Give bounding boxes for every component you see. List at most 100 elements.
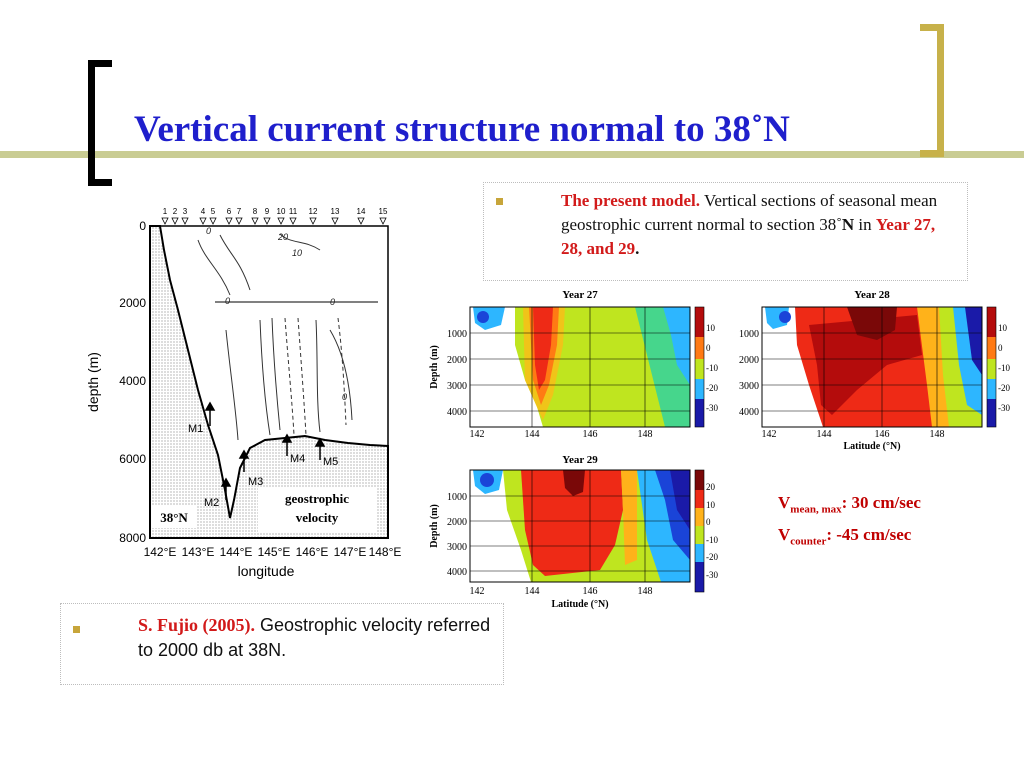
model-text-n: N xyxy=(841,215,855,234)
model-end: . xyxy=(635,239,640,258)
section-label: 38°N xyxy=(160,510,188,525)
marker-label: M2 xyxy=(204,497,219,509)
y-axis-label: Depth (m) xyxy=(429,504,440,548)
title-band xyxy=(0,151,1024,158)
model-years: Year 27, 28, and 29 xyxy=(561,215,936,258)
model-panel-year27: Year 27 1000 2000 3000 4000 Depth (m) 14… xyxy=(429,289,718,440)
colorbar-label: -20 xyxy=(706,552,718,562)
x-tick-label: 142 xyxy=(762,429,777,440)
model-lead: The present model. xyxy=(561,191,700,210)
v-counter: Vcounter: -45 cm/sec xyxy=(778,525,912,548)
colorbar-label: 20 xyxy=(706,482,716,492)
y-tick-label: 4000 xyxy=(447,407,467,418)
x-tick-label: 146 xyxy=(583,429,598,440)
y-tick-label: 2000 xyxy=(447,517,467,528)
station-label: 12 xyxy=(309,207,318,216)
contour-label: 20 xyxy=(277,232,288,242)
x-tick-label: 144 xyxy=(525,429,540,440)
x-axis-label: Latitude (°N) xyxy=(843,441,900,452)
panel-title: Year 28 xyxy=(854,289,890,301)
colorbar-label: 10 xyxy=(706,500,716,510)
bullet-icon xyxy=(496,198,503,205)
y-axis-label: depth (m) xyxy=(85,352,101,412)
y-tick-label: 2000 xyxy=(739,355,759,366)
station-label: 13 xyxy=(331,207,340,216)
velocity-labels: Vmean, max: 30 cm/sec Vcounter: -45 cm/s… xyxy=(778,490,921,555)
colorbar-label: 0 xyxy=(706,517,711,527)
x-tick-label: 143°E xyxy=(182,545,215,559)
colorbar-label: -30 xyxy=(706,570,718,580)
contour-label: 0 xyxy=(206,226,211,236)
left-bracket-decoration xyxy=(88,60,112,186)
x-tick-label: 146°E xyxy=(296,545,329,559)
model-panel-year29: Year 29 1000 2000 3000 4000 Depth (m) 14… xyxy=(429,454,718,610)
contour-label: 0 xyxy=(342,392,347,402)
model-text: Vertical sections of seasonal mean geost… xyxy=(561,191,938,234)
right-bracket-decoration xyxy=(920,24,944,157)
x-tick-label: 148 xyxy=(638,586,653,597)
x-axis-label: longitude xyxy=(238,563,295,579)
x-tick-label: 146 xyxy=(583,586,598,597)
contour-label: 0 xyxy=(225,296,230,306)
colorbar xyxy=(986,306,997,428)
y-tick-label: 2000 xyxy=(119,296,146,310)
y-tick-label: 3000 xyxy=(447,542,467,553)
x-tick-label: 142 xyxy=(470,429,485,440)
bullet-icon xyxy=(73,626,80,633)
slide-title: Vertical current structure normal to 38˚… xyxy=(134,109,790,150)
colorbar-label: -30 xyxy=(998,403,1010,413)
fujio-lead: S. Fujio (2005). xyxy=(138,615,255,635)
colorbar-label: 10 xyxy=(706,323,716,333)
panel-title: Year 29 xyxy=(562,454,598,466)
y-tick-label: 3000 xyxy=(447,381,467,392)
y-tick-label: 1000 xyxy=(447,329,467,340)
station-label: 2 xyxy=(173,207,178,216)
station-label: 5 xyxy=(211,207,216,216)
x-tick-label: 147°E xyxy=(334,545,367,559)
colorbar-label: -10 xyxy=(706,535,718,545)
y-tick-label: 4000 xyxy=(447,567,467,578)
panel-plot-area xyxy=(469,469,691,583)
contour-label: 0 xyxy=(330,297,335,307)
colorbar-label: 0 xyxy=(706,343,711,353)
legend-line1: geostrophic xyxy=(285,491,349,506)
colorbar xyxy=(694,469,705,593)
marker-label: M5 xyxy=(323,456,338,468)
contour-label: 10 xyxy=(292,248,302,258)
station-label: 15 xyxy=(379,207,388,216)
station-label: 9 xyxy=(265,207,270,216)
x-tick-label: 148 xyxy=(930,429,945,440)
station-label: 8 xyxy=(253,207,258,216)
fujio-citation-box: S. Fujio (2005). Geostrophic velocity re… xyxy=(60,603,504,685)
v-mean-max: Vmean, max: 30 cm/sec xyxy=(778,493,921,516)
y-tick-label: 6000 xyxy=(119,452,146,466)
x-tick-label: 148 xyxy=(638,429,653,440)
colorbar-label: -20 xyxy=(706,383,718,393)
colorbar-label: -10 xyxy=(706,363,718,373)
station-label: 14 xyxy=(357,207,366,216)
station-label: 3 xyxy=(183,207,188,216)
station-label: 4 xyxy=(201,207,206,216)
x-tick-label: 144°E xyxy=(220,545,253,559)
station-label: 6 xyxy=(227,207,232,216)
panel-title: Year 27 xyxy=(562,289,598,301)
model-description-text: The present model. Vertical sections of … xyxy=(561,189,956,261)
y-tick-label: 0 xyxy=(139,219,146,233)
colorbar-label: -10 xyxy=(998,363,1010,373)
colorbar-label: 0 xyxy=(998,343,1003,353)
y-tick-label: 3000 xyxy=(739,381,759,392)
model-panel-year28: Year 28 1000 2000 3000 4000 142 144 146 … xyxy=(739,289,1010,452)
station-label: 1 xyxy=(163,207,168,216)
y-axis-label: Depth (m) xyxy=(429,345,440,389)
fujio-section-figure: 1 2 3 4 5 6 7 8 9 10 11 12 13 14 15 0 20… xyxy=(85,207,401,579)
y-tick-label: 1000 xyxy=(739,329,759,340)
colorbar-label: -30 xyxy=(706,403,718,413)
model-text-in: in xyxy=(854,215,876,234)
colorbar-label: -20 xyxy=(998,383,1010,393)
marker-label: M3 xyxy=(248,476,263,488)
panel-plot-area xyxy=(761,306,983,428)
x-tick-label: 142 xyxy=(470,586,485,597)
x-tick-label: 146 xyxy=(875,429,890,440)
fujio-text: Geostrophic velocity referred to 2000 db… xyxy=(138,615,491,660)
x-tick-label: 142°E xyxy=(144,545,177,559)
